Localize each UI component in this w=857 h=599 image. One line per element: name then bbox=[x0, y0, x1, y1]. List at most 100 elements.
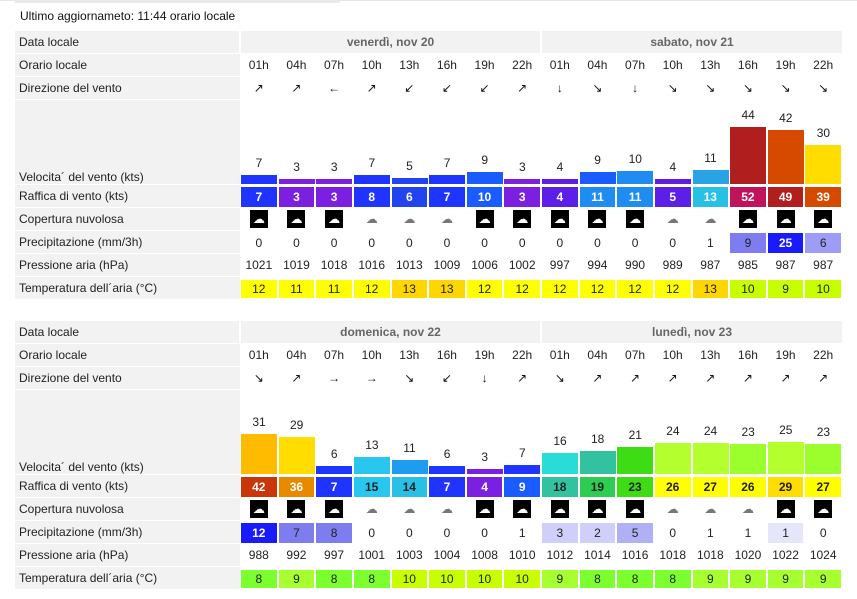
row-gust: Raffica di vento (kts) 7 3 3 8 6 7 10 3 4 11 11 5 13 5… bbox=[15, 184, 842, 208]
direction-cell: ← bbox=[315, 76, 353, 100]
cloudy-night-icon: ☁ bbox=[626, 210, 645, 228]
gust-value: 49 bbox=[767, 186, 804, 207]
temperature-value: 10 bbox=[429, 570, 465, 588]
row-precipitation: Precipitazione (mm/3h) 0 0 0 0 0 0 0 0 0 0 0 0 1 9 25 6 bbox=[15, 230, 842, 254]
pressure-value: 987 bbox=[766, 253, 805, 277]
tab-strip bbox=[15, 0, 340, 3]
row-cloud-cover-label: Copertura nuvolosa bbox=[15, 497, 240, 521]
row-direction: Direzione del vento ↗ ↗ ← ↗ ↙ ↙ ↙ ↗ ↓ ↘ ↓ ↘ ↘ ↘ ↘ ↘ bbox=[15, 76, 842, 100]
gust-value: 15 bbox=[353, 476, 390, 497]
wind-speed-bar bbox=[241, 175, 277, 184]
wind-direction-arrow-icon: ↓ bbox=[481, 370, 488, 385]
row-wind-speed: Velocita´ del vento (kts) 7 3 3 7 5 7 9 3 4 9 10 4 11… bbox=[15, 99, 842, 185]
speed-bar-wrap: 44 bbox=[729, 100, 767, 184]
cloud-cell: ☁ bbox=[616, 207, 654, 231]
gust-cell: 8 bbox=[352, 184, 391, 208]
cloudy-night-icon: ☁ bbox=[588, 500, 607, 518]
wind-direction-arrow-icon: ↘ bbox=[253, 370, 264, 385]
pressure-value: 985 bbox=[729, 253, 767, 277]
temperature-cell: 12 bbox=[653, 276, 692, 300]
cloudy-night-icon: ☁ bbox=[249, 500, 268, 518]
precipitation-cell: 0 bbox=[465, 520, 504, 544]
precipitation-value: 7 bbox=[278, 522, 315, 543]
temperature-cell: 13 bbox=[428, 276, 466, 300]
speed-bar-wrap: 18 bbox=[579, 390, 617, 474]
temperature-value: 12 bbox=[466, 280, 503, 298]
cloudy-night-icon: ☁ bbox=[287, 500, 306, 518]
cloud-cell: ☁ bbox=[691, 497, 730, 521]
gust-value: 4 bbox=[542, 186, 578, 207]
speed-cell: 3 bbox=[315, 99, 353, 185]
precipitation-value: 2 bbox=[579, 522, 616, 543]
wind-speed-bar bbox=[353, 175, 390, 184]
pressure-value: 990 bbox=[616, 253, 654, 277]
gust-cell: 3 bbox=[503, 184, 541, 208]
direction-cell: ↙ bbox=[428, 76, 466, 100]
wind-speed-value: 3 bbox=[481, 450, 489, 464]
precipitation-value: 1 bbox=[518, 525, 526, 540]
wind-direction-arrow-icon: ↘ bbox=[404, 370, 415, 385]
row-date-label: Data locale bbox=[15, 31, 240, 54]
temperature-cell: 9 bbox=[541, 566, 579, 590]
cloud-cell: ☁ bbox=[616, 497, 654, 521]
precipitation-cell: 2 bbox=[578, 520, 617, 544]
temperature-cell: 12 bbox=[541, 276, 579, 300]
gust-cell: 10 bbox=[465, 184, 504, 208]
wind-speed-value: 23 bbox=[816, 425, 831, 439]
gust-value: 23 bbox=[617, 476, 653, 497]
row-date-label: Data locale bbox=[15, 321, 240, 344]
precipitation-value: 0 bbox=[669, 525, 677, 540]
pressure-value: 989 bbox=[653, 253, 692, 277]
pressure-value: 992 bbox=[277, 543, 316, 567]
gust-cell: 6 bbox=[390, 184, 429, 208]
speed-bar-wrap: 9 bbox=[579, 100, 617, 184]
precipitation-value: 0 bbox=[518, 235, 526, 250]
time-cell: 22h bbox=[503, 343, 541, 367]
wind-speed-bar bbox=[316, 179, 353, 184]
cloud-cell: ☁ bbox=[653, 207, 692, 231]
gust-cell: 52 bbox=[729, 184, 767, 208]
speed-bar-wrap: 5 bbox=[391, 100, 429, 184]
wind-direction-arrow-icon: ↗ bbox=[818, 370, 829, 385]
cloud-cell: ☁ bbox=[428, 497, 466, 521]
pressure-value: 1003 bbox=[390, 543, 429, 567]
direction-cell: ↘ bbox=[691, 76, 730, 100]
temperature-value: 8 bbox=[579, 570, 616, 588]
cloudy-night-icon: ☁ bbox=[776, 500, 795, 518]
wind-speed-bar bbox=[429, 466, 466, 474]
direction-cell: ↗ bbox=[277, 76, 316, 100]
temperature-cell: 12 bbox=[240, 276, 278, 300]
cloud-cell: ☁ bbox=[653, 497, 692, 521]
cloud-cell: ☁ bbox=[541, 207, 579, 231]
precipitation-cell: 1 bbox=[729, 520, 767, 544]
cloudy-day-icon: ☁ bbox=[362, 210, 381, 228]
pressure-value: 1018 bbox=[315, 253, 353, 277]
wind-speed-value: 3 bbox=[330, 160, 338, 174]
cloudy-night-icon: ☁ bbox=[325, 500, 344, 518]
precipitation-value: 0 bbox=[594, 235, 601, 250]
wind-speed-value: 6 bbox=[443, 447, 451, 461]
wind-speed-value: 3 bbox=[519, 160, 526, 174]
speed-bar-wrap: 16 bbox=[541, 390, 579, 474]
speed-bar-wrap: 3 bbox=[278, 100, 316, 184]
gust-cell: 26 bbox=[653, 474, 692, 498]
gust-cell: 42 bbox=[240, 474, 278, 498]
temperature-cell: 9 bbox=[691, 566, 730, 590]
wind-speed-value: 42 bbox=[779, 111, 793, 125]
row-precipitation-label: Precipitazione (mm/3h) bbox=[15, 520, 240, 544]
wind-speed-value: 4 bbox=[556, 160, 564, 174]
direction-cell: ↘ bbox=[804, 76, 842, 100]
speed-bar-wrap: 11 bbox=[391, 390, 429, 474]
precipitation-value: 0 bbox=[443, 235, 451, 250]
wind-speed-value: 11 bbox=[403, 441, 416, 455]
direction-cell: ↓ bbox=[616, 76, 654, 100]
row-pressure-label: Pressione aria (hPa) bbox=[15, 543, 240, 567]
cloud-cell: ☁ bbox=[315, 207, 353, 231]
speed-bar-wrap: 24 bbox=[654, 390, 692, 474]
pressure-value: 1008 bbox=[465, 543, 504, 567]
precipitation-value: 0 bbox=[481, 525, 488, 540]
wind-speed-bar bbox=[692, 170, 729, 184]
speed-bar-wrap: 7 bbox=[240, 100, 278, 184]
cloudy-day-icon: ☁ bbox=[663, 500, 682, 518]
temperature-value: 8 bbox=[617, 570, 653, 588]
